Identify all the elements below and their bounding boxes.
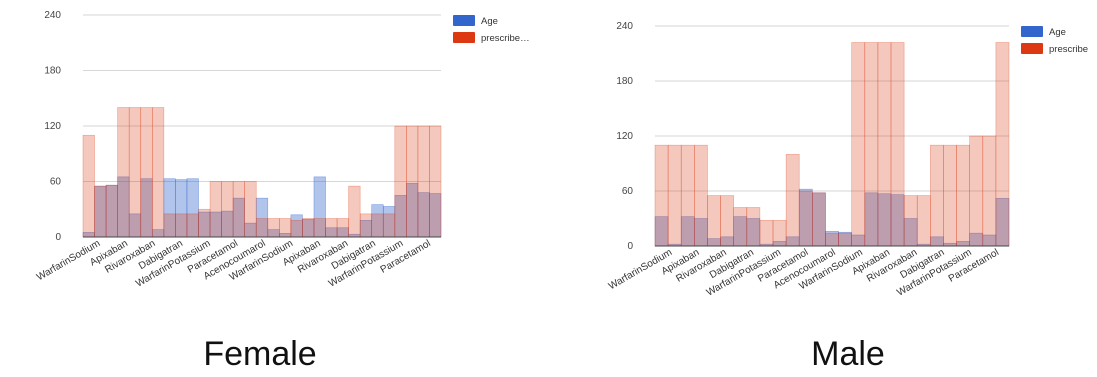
male-bar-prescribe	[707, 195, 721, 247]
male-bar-prescribe	[785, 154, 800, 247]
female-bar-prescribe	[117, 107, 130, 238]
female-bar-prescribe	[371, 213, 384, 238]
female-y-tick-label: 180	[44, 66, 61, 77]
female-bar-prescribe	[163, 213, 176, 238]
female-chart-panel: 0 60 120 180 240 WarfarinSodium Apixaban Rivaro…	[0, 0, 548, 377]
male-bar-prescribe	[916, 195, 931, 247]
female-y-tick-label: 120	[44, 121, 61, 132]
male-bar-prescribe	[746, 207, 761, 247]
male-bar-prescribe	[680, 144, 695, 247]
male-bar-prescribe	[969, 135, 984, 247]
female-bar-prescribe	[336, 218, 349, 238]
male-bar-prescribe	[759, 220, 774, 247]
female-caption: Female	[203, 335, 317, 373]
female-bar-prescribe	[359, 213, 373, 238]
male-bar-prescribe	[772, 220, 787, 247]
female-legend-label-age: Age	[481, 16, 498, 27]
male-bar-prescribe	[982, 135, 997, 247]
male-y-tick-label: 180	[616, 76, 633, 87]
male-y-tick-label: 240	[616, 21, 633, 32]
male-bar-prescribe	[864, 42, 879, 247]
male-chart-panel: 0 60 120 180 240 WarfarinSodium Apixaban Rivaro…	[548, 0, 1097, 377]
male-bar-prescribe	[694, 144, 708, 247]
female-y-tick-label: 240	[44, 10, 61, 21]
male-bar-prescribe	[654, 144, 669, 247]
female-bar-prescribe	[406, 125, 419, 238]
male-bar-prescribe	[903, 195, 918, 247]
male-bar-prescribe	[943, 144, 957, 247]
male-bar-prescribe	[930, 144, 944, 247]
male-legend-label-age: Age	[1049, 27, 1066, 38]
male-bar-prescribe	[720, 195, 734, 247]
female-y-tick-label: 60	[50, 177, 62, 188]
male-legend-label-prescribe: prescribe	[1049, 44, 1088, 55]
male-bar-prescribe	[995, 42, 1010, 247]
female-bar-prescribe	[175, 213, 188, 238]
female-bar-prescribe	[267, 218, 280, 238]
male-y-tick-label: 60	[622, 186, 634, 197]
male-bar-prescribe	[733, 207, 748, 247]
female-bar-prescribe	[313, 218, 326, 238]
female-bar-prescribe	[255, 218, 269, 238]
female-bar-prescribe	[94, 185, 107, 238]
female-bar-prescribe	[105, 184, 118, 238]
female-bar-prescribe	[82, 134, 95, 238]
female-legend-label-prescribe: prescribe…	[481, 33, 530, 44]
female-bar-prescribe	[348, 185, 361, 238]
male-bar-prescribe	[956, 144, 970, 247]
female-bar-prescribe	[151, 107, 165, 238]
male-bar-prescribe	[812, 192, 826, 247]
female-y-tick-label: 0	[55, 232, 61, 243]
female-legend-swatch-prescribe	[453, 32, 475, 43]
female-bar-prescribe	[198, 208, 211, 238]
female-bar-prescribe	[221, 181, 234, 238]
female-bar-prescribe	[290, 220, 303, 238]
male-bar-prescribe	[838, 232, 852, 247]
male-caption: Male	[811, 335, 885, 373]
female-bar-prescribe	[209, 181, 222, 238]
male-bar-prescribe	[851, 42, 866, 247]
male-bar-prescribe	[667, 144, 682, 247]
male-legend-swatch-age	[1021, 26, 1043, 37]
male-bar-prescribe	[798, 190, 813, 247]
female-chart: 060120180240WarfarinSodiumApixabanRivaro…	[35, 10, 530, 290]
female-bar-prescribe	[244, 181, 257, 238]
female-bar-prescribe	[325, 218, 338, 238]
male-bar-prescribe	[825, 232, 839, 247]
female-bar-prescribe	[232, 181, 245, 238]
female-bar-prescribe	[394, 125, 407, 238]
male-y-tick-label: 0	[627, 241, 633, 252]
female-bar-prescribe	[429, 125, 442, 238]
female-bar-prescribe	[302, 218, 315, 238]
male-y-tick-label: 120	[616, 131, 633, 142]
male-chart: 060120180240WarfarinSodiumApixabanRivaro…	[607, 21, 1088, 299]
male-bar-prescribe	[890, 42, 905, 247]
female-bar-prescribe	[140, 107, 153, 238]
female-bar-prescribe	[128, 107, 142, 238]
female-bar-prescribe	[186, 213, 199, 238]
male-legend-swatch-prescribe	[1021, 43, 1043, 54]
female-bar-prescribe	[279, 218, 292, 238]
female-bar-prescribe	[382, 213, 396, 238]
female-legend-swatch-age	[453, 15, 475, 26]
male-bar-prescribe	[877, 42, 892, 247]
female-bar-prescribe	[417, 125, 430, 238]
